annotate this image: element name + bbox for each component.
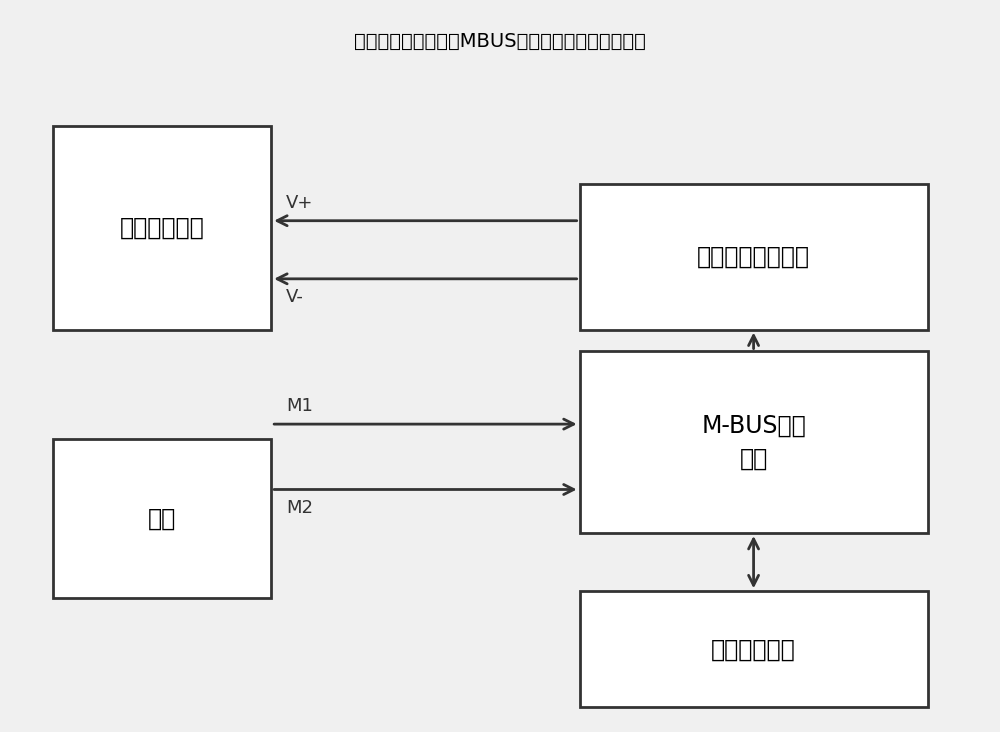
- Text: M-BUS接口
电路: M-BUS接口 电路: [701, 414, 806, 471]
- FancyBboxPatch shape: [580, 591, 928, 707]
- Text: 总线: 总线: [148, 507, 176, 531]
- Text: 热量表线路板: 热量表线路板: [120, 216, 204, 240]
- Text: V+: V+: [286, 193, 314, 212]
- FancyBboxPatch shape: [580, 351, 928, 533]
- Text: 一种低功耗总线取电MBUS通信接口电路的制作方法: 一种低功耗总线取电MBUS通信接口电路的制作方法: [354, 31, 646, 51]
- Text: 光耦隔离电路: 光耦隔离电路: [711, 638, 796, 661]
- Text: V-: V-: [286, 288, 304, 306]
- FancyBboxPatch shape: [53, 438, 271, 599]
- FancyBboxPatch shape: [53, 127, 271, 329]
- FancyBboxPatch shape: [580, 184, 928, 329]
- Text: M1: M1: [286, 397, 313, 415]
- Text: M2: M2: [286, 498, 313, 517]
- Text: 隔离电源取电电路: 隔离电源取电电路: [697, 245, 810, 269]
